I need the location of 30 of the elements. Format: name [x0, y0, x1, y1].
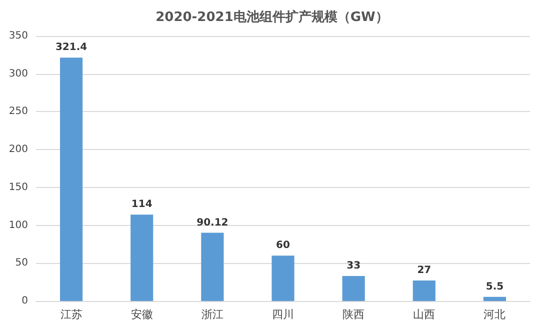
- data-label: 321.4: [55, 42, 88, 54]
- x-tick-label: 浙江: [201, 308, 224, 321]
- y-tick-label: 350: [8, 30, 28, 42]
- bar: [412, 280, 436, 301]
- x-tick-label: 河北: [484, 308, 506, 321]
- data-label: 90.12: [196, 217, 228, 228]
- bar: [130, 214, 154, 301]
- x-tick-label: 陕西: [342, 308, 365, 321]
- x-tick-label: 江苏: [60, 308, 82, 321]
- x-tick-label: 四川: [272, 308, 294, 321]
- data-label: 60: [276, 240, 290, 252]
- bar: [201, 232, 224, 301]
- y-tick-label: 250: [8, 106, 28, 118]
- y-tick-label: 100: [8, 220, 28, 231]
- data-label: 114: [131, 199, 152, 210]
- bar: [483, 296, 506, 301]
- chart-title: 2020-2021电池组件扩产规模（GW）: [156, 9, 388, 25]
- x-tick-label: 山西: [413, 308, 436, 321]
- data-label: 27: [417, 265, 432, 276]
- y-tick-label: 300: [8, 68, 28, 80]
- y-tick-label: 150: [8, 182, 28, 193]
- y-tick-label: 50: [15, 258, 28, 269]
- data-label: 5.5: [486, 281, 504, 292]
- y-tick-label: 200: [8, 144, 28, 156]
- x-tick-label: 安徽: [130, 308, 153, 321]
- bar: [60, 58, 83, 301]
- y-tick-label: 0: [22, 296, 28, 306]
- bar: [272, 256, 294, 301]
- bar: [342, 276, 365, 301]
- data-label: 33: [346, 260, 361, 272]
